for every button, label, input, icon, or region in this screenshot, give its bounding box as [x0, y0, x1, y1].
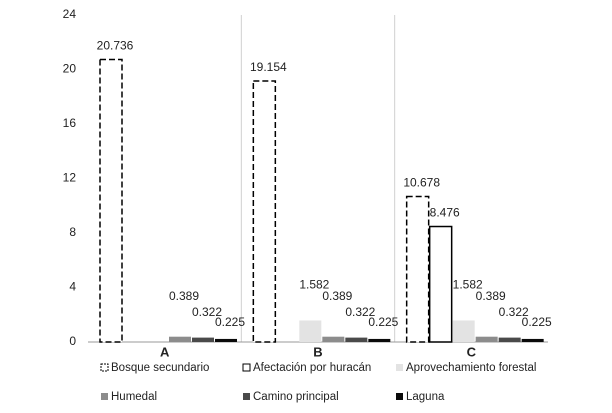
- legend-label: Laguna: [406, 391, 445, 403]
- bar: [299, 320, 322, 342]
- legend-swatch: [101, 393, 108, 400]
- value-label: 0.322: [192, 305, 222, 319]
- y-tick-label: 0: [69, 334, 76, 348]
- y-tick-label: 24: [63, 7, 77, 21]
- legend-label: Aprovechamiento forestal: [406, 362, 536, 374]
- y-tick-label: 4: [69, 280, 76, 294]
- bar: [192, 337, 214, 342]
- value-label: 0.322: [345, 305, 375, 319]
- legend-swatch: [242, 363, 251, 372]
- x-tick-label: A: [160, 344, 170, 359]
- value-label: 0.225: [522, 315, 552, 329]
- bar: [368, 338, 391, 342]
- bar: [475, 336, 498, 342]
- value-label: 8.476: [430, 206, 460, 220]
- value-label: 0.389: [476, 289, 506, 303]
- bar: [322, 336, 345, 342]
- value-label: 0.225: [368, 315, 398, 329]
- legend-swatch: [243, 393, 250, 400]
- value-label: 0.322: [499, 305, 529, 319]
- y-tick-label: 20: [63, 62, 77, 76]
- x-tick-label: C: [467, 344, 477, 359]
- value-label: 20.736: [97, 39, 134, 53]
- value-label: 10.678: [403, 176, 440, 190]
- bar: [345, 337, 368, 342]
- bar: [498, 337, 521, 342]
- value-label: 0.389: [169, 289, 199, 303]
- bar: [169, 336, 191, 342]
- legend-swatch: [396, 364, 403, 371]
- y-tick-label: 8: [69, 225, 76, 239]
- legend-label: Afectación por huracán: [253, 362, 371, 374]
- value-label: 19.154: [250, 60, 287, 74]
- bar: [215, 338, 237, 342]
- legend-label: Humedal: [111, 391, 157, 403]
- y-tick-label: 12: [63, 171, 77, 185]
- bar: [405, 195, 430, 343]
- bar: [99, 58, 123, 343]
- bar: [252, 80, 277, 343]
- bar: [452, 320, 475, 342]
- legend-swatch: [396, 393, 403, 400]
- x-tick-label: B: [313, 344, 322, 359]
- bar: [428, 225, 453, 343]
- legend-label: Bosque secundario: [111, 362, 209, 374]
- legend-label: Camino principal: [253, 391, 339, 403]
- y-tick-label: 16: [63, 116, 77, 130]
- value-label: 1.582: [299, 278, 329, 292]
- value-label: 0.389: [322, 289, 352, 303]
- legend-swatch: [100, 363, 109, 372]
- bar: [521, 338, 544, 342]
- value-label: 0.225: [215, 315, 245, 329]
- value-label: 1.582: [453, 278, 483, 292]
